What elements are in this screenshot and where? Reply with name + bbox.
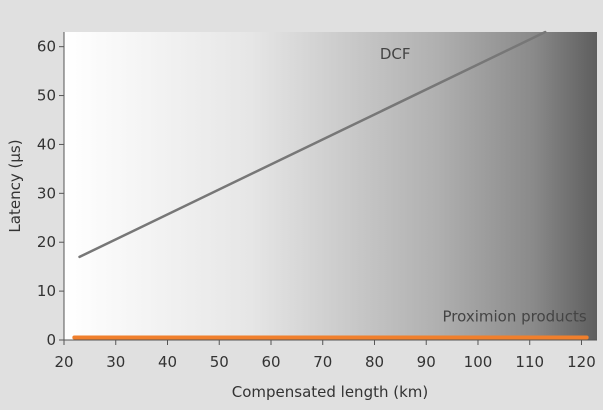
x-tick-label: 40 (158, 353, 177, 371)
x-axis-title: Compensated length (km) (232, 383, 429, 401)
proximion-series-label: Proximion products (443, 307, 587, 325)
dcf-series-label: DCF (380, 45, 411, 63)
x-tick-label: 60 (261, 353, 280, 371)
x-tick-label: 30 (106, 353, 125, 371)
y-tick-label: 30 (37, 184, 56, 202)
x-tick-label: 120 (567, 353, 596, 371)
x-tick-label: 50 (210, 353, 229, 371)
y-tick-label: 20 (37, 233, 56, 251)
y-tick-label: 50 (37, 87, 56, 105)
x-tick-label: 70 (313, 353, 332, 371)
y-tick-label: 40 (37, 135, 56, 153)
y-tick-label: 0 (46, 331, 56, 349)
x-tick-label: 110 (515, 353, 544, 371)
dcf-series-line (78, 30, 547, 259)
y-tick-label: 60 (37, 38, 56, 56)
y-axis-title: Latency (µs) (6, 139, 24, 232)
plot-area (64, 32, 597, 340)
x-tick-label: 90 (417, 353, 436, 371)
x-tick-label: 80 (365, 353, 384, 371)
x-tick-label: 100 (464, 353, 493, 371)
x-tick-label: 20 (54, 353, 73, 371)
y-tick-label: 10 (37, 282, 56, 300)
